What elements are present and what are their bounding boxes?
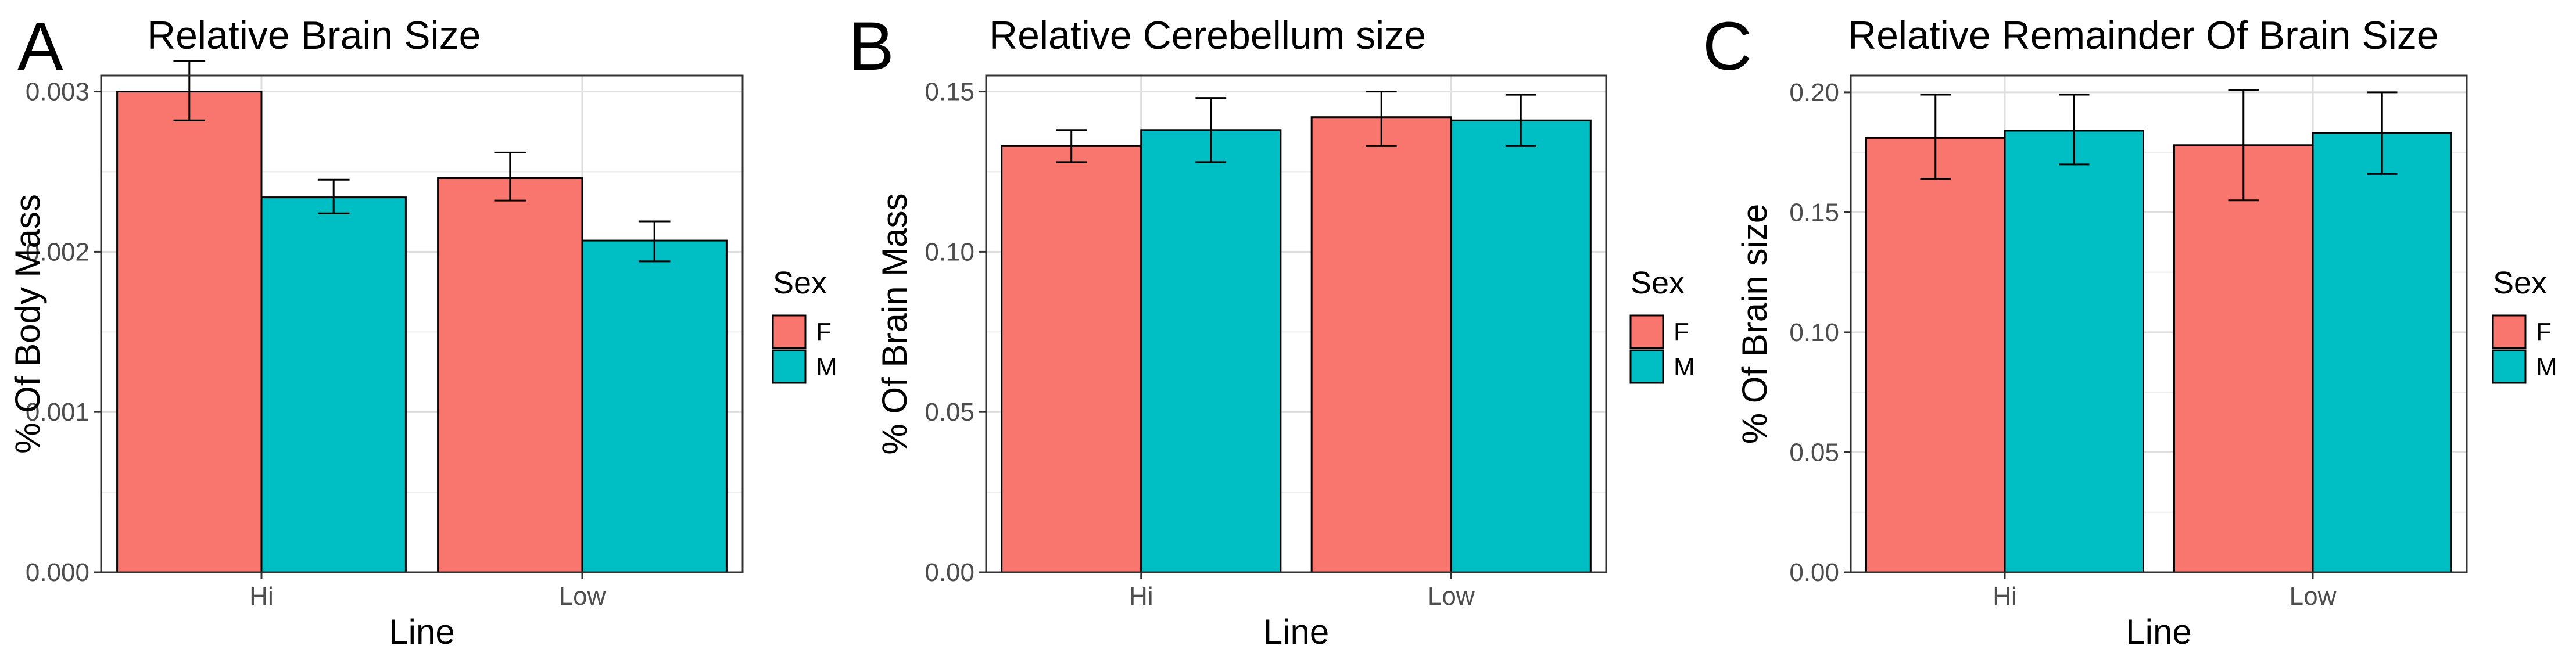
legend-label-m: M — [1674, 353, 1695, 381]
error-bar-f-hi — [173, 60, 206, 121]
y-tick-label: 0.000 — [26, 558, 89, 587]
x-axis-title: Line — [389, 612, 454, 651]
error-bar-m-low — [1505, 94, 1536, 147]
error-bar-m-low — [638, 220, 671, 263]
legend-key-f — [772, 314, 807, 349]
error-bar-f-hi — [1920, 94, 1951, 180]
x-tick-label: Hi — [249, 582, 274, 611]
bar-m-low — [1450, 119, 1592, 573]
legend: Sex FM — [772, 266, 837, 384]
chart-title: Relative Cerebellum size — [989, 13, 1426, 58]
legend: Sex FM — [1629, 266, 1695, 384]
chart-title: Relative Brain Size — [147, 13, 481, 58]
panel-letter: B — [848, 8, 894, 85]
bar-f-low — [2173, 144, 2314, 573]
y-tick-label: 0.003 — [26, 78, 89, 106]
bar-m-hi — [260, 196, 407, 573]
y-tick-label: 0.15 — [925, 78, 974, 106]
x-tick-label: Hi — [1129, 582, 1153, 611]
y-tick-label: 0.00 — [1789, 558, 1839, 587]
error-bar-f-low — [494, 151, 526, 202]
chart-title: Relative Remainder Of Brain Size — [1848, 13, 2439, 58]
bar-m-hi — [2004, 130, 2144, 573]
y-tick-label: 0.00 — [925, 558, 974, 587]
legend-title: Sex — [1631, 266, 1685, 300]
bar-f-hi — [116, 91, 263, 573]
bar-f-hi — [1001, 145, 1142, 573]
y-tick-label: 0.05 — [925, 398, 974, 426]
legend-key-m — [1629, 349, 1664, 384]
x-axis-title: Line — [1263, 612, 1329, 651]
legend-key-f — [2492, 314, 2527, 349]
bar-f-hi — [1865, 137, 2006, 573]
bar-m-low — [2312, 132, 2452, 573]
legend-label-m: M — [2536, 353, 2557, 381]
y-tick-label: 0.05 — [1789, 438, 1839, 467]
legend-label-f: F — [2536, 318, 2552, 346]
legend: Sex FM — [2492, 266, 2557, 384]
legend-key-f — [1629, 314, 1664, 349]
error-bar-m-hi — [1195, 97, 1227, 163]
bar-m-hi — [1140, 129, 1282, 573]
x-tick-label: Low — [2290, 582, 2337, 611]
legend-key-m — [772, 349, 807, 384]
plot-border — [100, 74, 744, 573]
legend-label-m: M — [816, 353, 837, 381]
y-tick-label: 0.10 — [925, 238, 974, 266]
bar-f-low — [1310, 116, 1452, 573]
bar-f-low — [437, 177, 583, 573]
bar-m-low — [581, 239, 728, 573]
legend-title: Sex — [773, 266, 827, 300]
error-bar-f-low — [2228, 89, 2259, 202]
y-axis-title: % Of Body Mass — [8, 194, 47, 454]
y-tick-label: 0.002 — [26, 238, 89, 266]
error-bar-m-hi — [317, 178, 350, 214]
y-tick-label: 0.20 — [1789, 78, 1839, 107]
legend-label-f: F — [1674, 318, 1689, 346]
legend-title: Sex — [2493, 266, 2547, 300]
error-bar-m-hi — [2059, 94, 2090, 166]
legend-key-m — [2492, 349, 2527, 384]
y-tick-label: 0.001 — [26, 398, 89, 426]
error-bar-m-low — [2367, 91, 2398, 175]
y-axis-title: % Of Brain size — [1735, 204, 1774, 444]
x-tick-label: Hi — [1993, 582, 2017, 611]
plot-border — [985, 74, 1607, 573]
chart-panel-b: B Relative Cerebellum size 0.00 0.05 0.10 0.1… — [848, 8, 1695, 651]
chart-panel-c: C Relative Remainder Of Brain Size 0.00 0.0… — [1703, 8, 2557, 651]
x-tick-label: Low — [559, 582, 606, 611]
y-tick-label: 0.10 — [1789, 318, 1839, 347]
panel-letter: C — [1703, 8, 1752, 85]
error-bar-f-low — [1366, 91, 1397, 147]
legend-label-f: F — [816, 318, 832, 346]
y-axis-title: % Of Brain Mass — [875, 193, 914, 454]
chart-panel-a: A Relative Brain Size 0.000 0.001 0.002 0.003… — [8, 8, 837, 651]
x-axis-title: Line — [2126, 612, 2191, 651]
panel-letter: A — [17, 8, 63, 85]
x-tick-label: Low — [1428, 582, 1475, 611]
y-tick-label: 0.15 — [1789, 198, 1839, 227]
plot-border — [1850, 74, 2468, 573]
error-bar-f-hi — [1056, 129, 1087, 163]
